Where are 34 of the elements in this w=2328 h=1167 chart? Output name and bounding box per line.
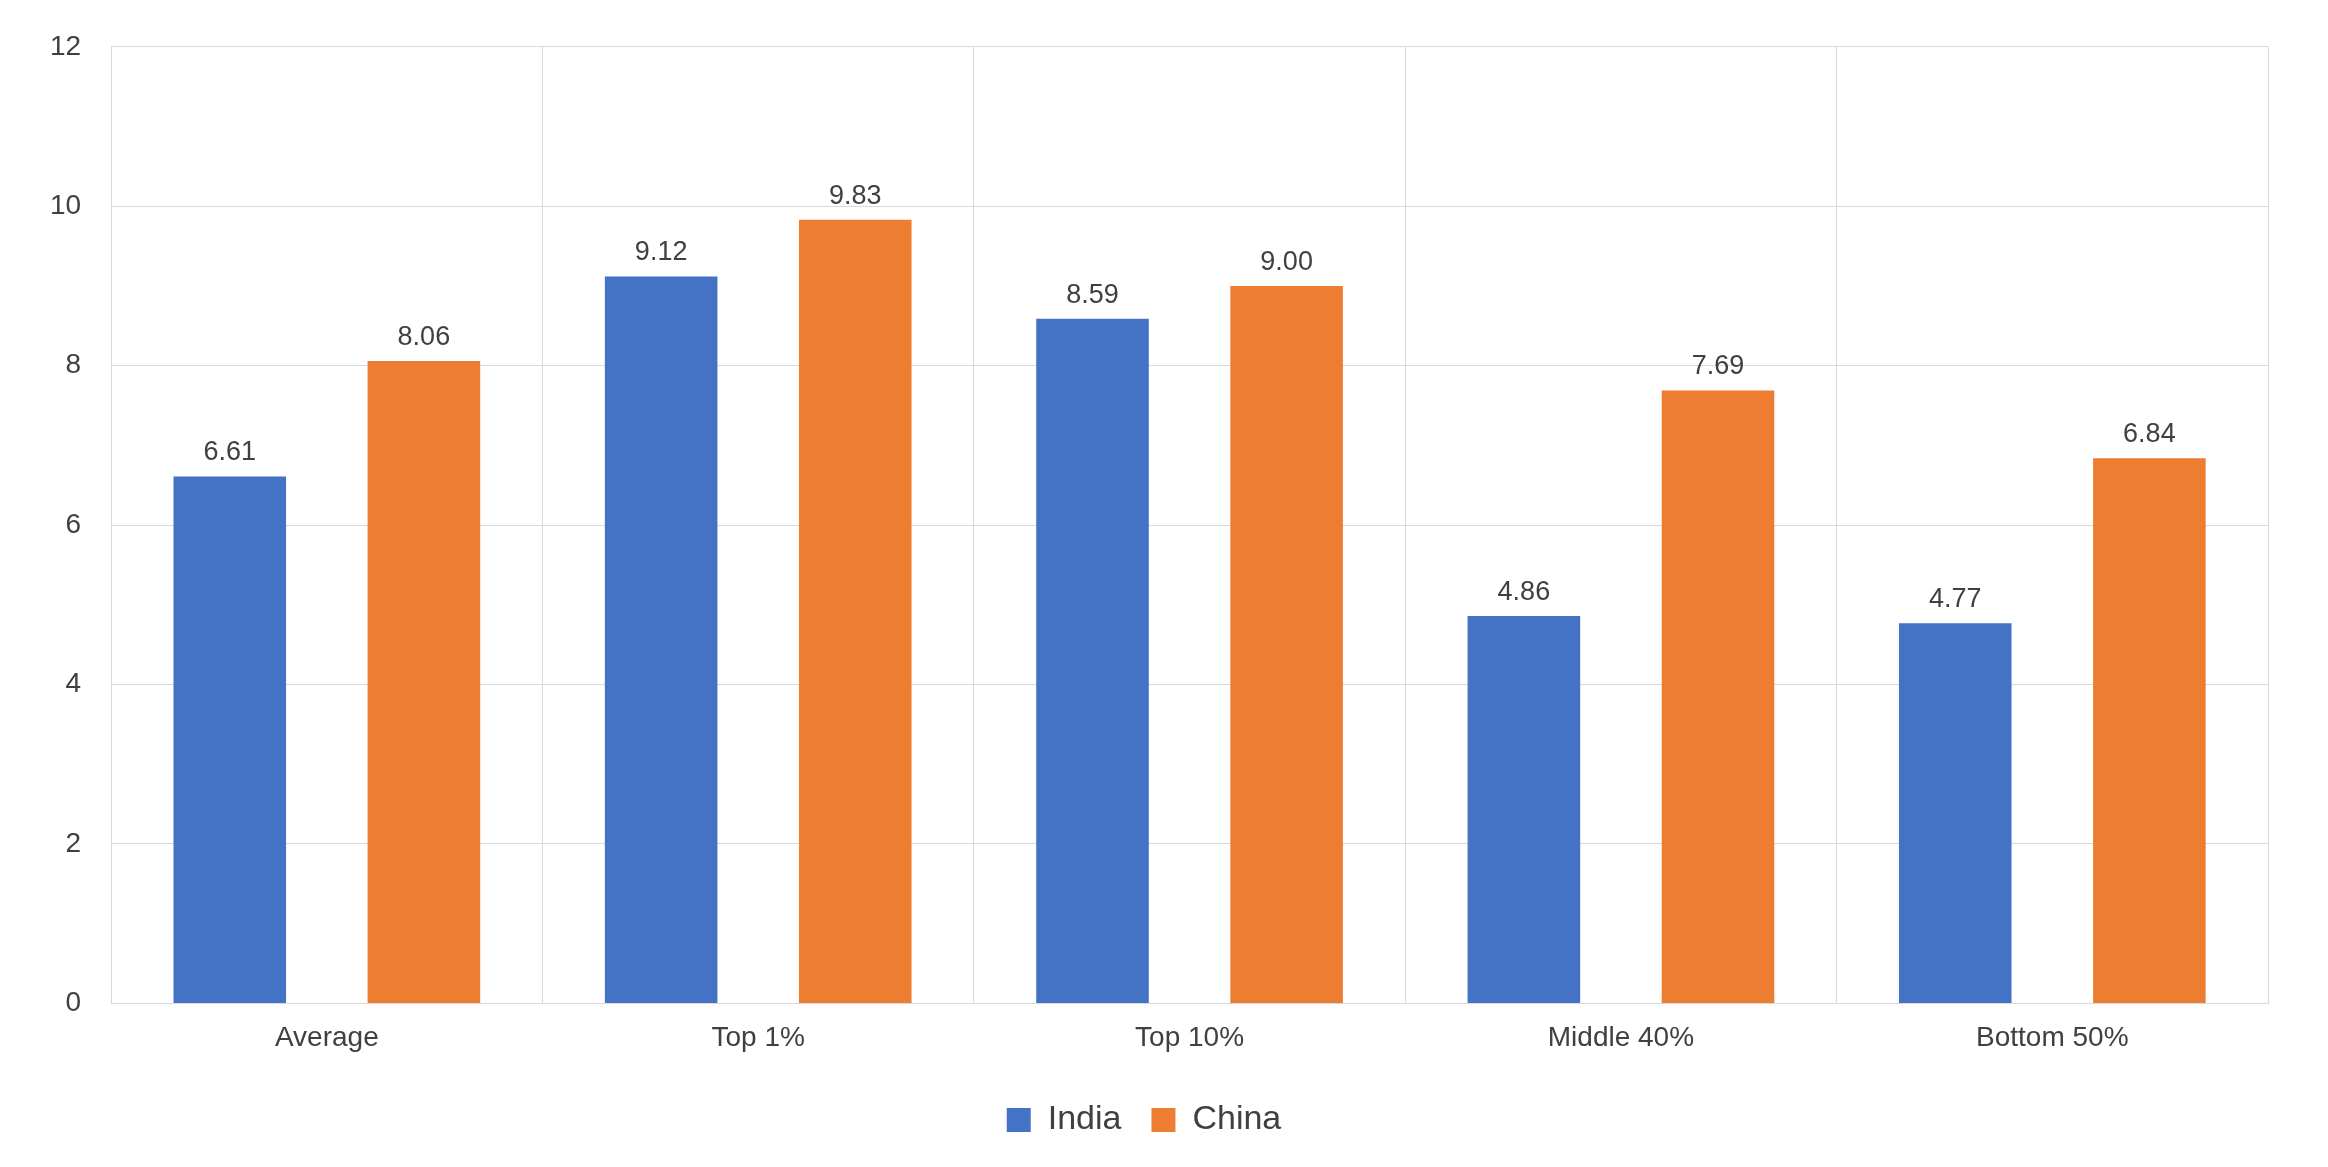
- bar: [1898, 623, 2012, 1003]
- text: 8.59: [1066, 278, 1119, 309]
- bar: [367, 360, 481, 1003]
- bar: [1467, 615, 1581, 1003]
- text: 4.86: [1497, 575, 1551, 606]
- text: 7.69: [1691, 350, 1745, 381]
- bar: [2093, 458, 2206, 1003]
- y-tick-label: 0: [65, 986, 82, 1018]
- y-tick-label: 4: [65, 667, 82, 699]
- bar: [173, 476, 287, 1003]
- y-tick-label: 12: [49, 29, 82, 61]
- text: 4.77: [1928, 583, 1982, 614]
- y-tick-label: 6: [65, 507, 82, 539]
- y-tick-label: 8: [65, 348, 82, 380]
- text: 6.61: [203, 436, 257, 467]
- x-tick-label: Top 1%: [711, 1020, 805, 1052]
- x-tick-label: Middle 40%: [1547, 1020, 1695, 1052]
- legend-label: China: [1192, 1098, 1282, 1137]
- y-tick-label: 2: [65, 826, 82, 858]
- x-tick-label: Bottom 50%: [1976, 1020, 2129, 1052]
- x-tick-label: Top 10%: [1135, 1020, 1245, 1052]
- bar: [798, 219, 912, 1003]
- y-tick-label: 10: [49, 188, 82, 220]
- x-tick-label: Average: [274, 1020, 379, 1052]
- text: 9.83: [828, 179, 882, 210]
- text: 9.12: [634, 236, 688, 267]
- text: 8.06: [397, 320, 451, 351]
- bar: [1036, 318, 1149, 1003]
- bar: [604, 276, 718, 1003]
- bar: [1230, 285, 1343, 1003]
- legend-label: India: [1047, 1098, 1122, 1137]
- text: 6.84: [2123, 418, 2176, 449]
- bar: [1661, 390, 1775, 1003]
- text: 9.00: [1260, 245, 1313, 276]
